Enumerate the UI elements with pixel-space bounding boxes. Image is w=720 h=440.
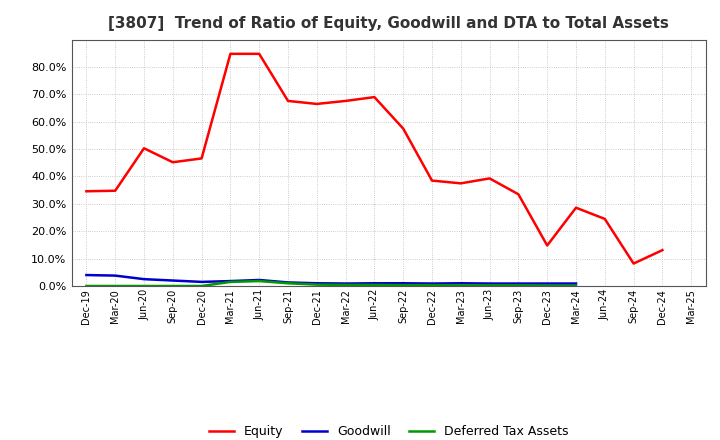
Deferred Tax Assets <box>111 283 120 289</box>
Line: Deferred Tax Assets: Deferred Tax Assets <box>86 281 576 286</box>
Title: [3807]  Trend of Ratio of Equity, Goodwill and DTA to Total Assets: [3807] Trend of Ratio of Equity, Goodwil… <box>109 16 669 32</box>
Deferred Tax Assets <box>485 283 494 288</box>
Equity <box>428 178 436 183</box>
Deferred Tax Assets <box>399 282 408 288</box>
Equity <box>284 98 292 103</box>
Equity <box>168 160 177 165</box>
Equity <box>600 216 609 222</box>
Deferred Tax Assets <box>226 279 235 285</box>
Deferred Tax Assets <box>341 282 350 288</box>
Goodwill <box>140 276 148 282</box>
Goodwill <box>456 281 465 286</box>
Goodwill <box>255 277 264 282</box>
Deferred Tax Assets <box>168 283 177 289</box>
Goodwill <box>514 281 523 286</box>
Equity <box>485 176 494 181</box>
Equity <box>658 247 667 253</box>
Equity <box>514 192 523 197</box>
Deferred Tax Assets <box>572 283 580 288</box>
Deferred Tax Assets <box>197 283 206 289</box>
Line: Goodwill: Goodwill <box>86 275 576 283</box>
Equity <box>312 101 321 106</box>
Goodwill <box>284 280 292 285</box>
Deferred Tax Assets <box>543 283 552 288</box>
Deferred Tax Assets <box>456 283 465 288</box>
Goodwill <box>341 281 350 286</box>
Equity <box>399 126 408 131</box>
Equity <box>82 189 91 194</box>
Deferred Tax Assets <box>312 282 321 287</box>
Line: Equity: Equity <box>86 54 662 264</box>
Legend: Equity, Goodwill, Deferred Tax Assets: Equity, Goodwill, Deferred Tax Assets <box>204 420 574 440</box>
Equity <box>140 146 148 151</box>
Equity <box>341 98 350 103</box>
Deferred Tax Assets <box>428 282 436 288</box>
Goodwill <box>370 281 379 286</box>
Goodwill <box>111 273 120 278</box>
Equity <box>543 243 552 248</box>
Equity <box>370 95 379 100</box>
Equity <box>197 156 206 161</box>
Goodwill <box>168 278 177 283</box>
Equity <box>572 205 580 210</box>
Equity <box>111 188 120 193</box>
Deferred Tax Assets <box>140 283 148 289</box>
Deferred Tax Assets <box>284 281 292 286</box>
Deferred Tax Assets <box>370 282 379 288</box>
Equity <box>255 51 264 56</box>
Goodwill <box>399 281 408 286</box>
Goodwill <box>428 281 436 286</box>
Deferred Tax Assets <box>514 283 523 288</box>
Deferred Tax Assets <box>255 279 264 284</box>
Equity <box>456 181 465 186</box>
Equity <box>226 51 235 56</box>
Goodwill <box>543 281 552 286</box>
Goodwill <box>226 279 235 284</box>
Goodwill <box>572 281 580 286</box>
Goodwill <box>312 281 321 286</box>
Deferred Tax Assets <box>82 283 91 289</box>
Equity <box>629 261 638 266</box>
Goodwill <box>197 279 206 285</box>
Goodwill <box>82 272 91 278</box>
Goodwill <box>485 281 494 286</box>
